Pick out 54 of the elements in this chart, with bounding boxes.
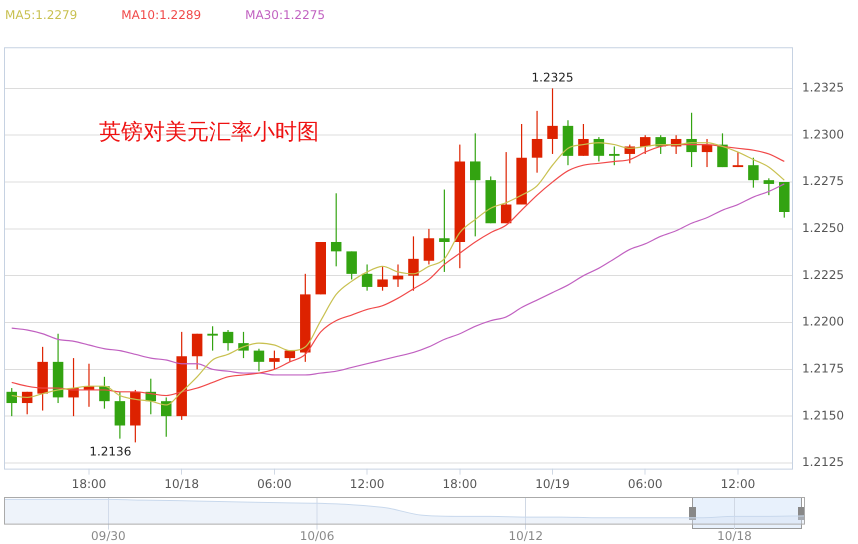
x-tick-label: 12:00	[720, 476, 756, 491]
candlestick	[640, 134, 650, 155]
candlestick	[254, 348, 264, 372]
candlestick	[392, 264, 404, 288]
candlestick	[160, 396, 172, 438]
candlestick	[362, 264, 372, 292]
y-tick-label: 1.2175	[802, 361, 844, 376]
candlestick	[330, 192, 342, 267]
x-tick-label: 09/30	[91, 528, 126, 543]
candlestick	[222, 329, 234, 352]
candlestick	[578, 123, 589, 156]
candlestick	[717, 132, 728, 168]
candlestick	[439, 188, 450, 273]
candlestick	[764, 178, 774, 196]
text: MA5:1.2279	[5, 8, 78, 22]
y-tick-label: 1.2300	[802, 127, 844, 142]
y-tick-label: 1.2225	[802, 268, 844, 282]
x-tick-label: 10/18	[164, 476, 199, 491]
candlestick	[424, 228, 434, 266]
text: MA30:1.2275	[245, 8, 325, 22]
candlestick	[470, 132, 481, 237]
candlestick	[547, 88, 558, 155]
x-tick-label: 10/18	[717, 528, 752, 543]
candlestick	[192, 333, 202, 370]
candlestick	[702, 138, 712, 168]
annotation: 1.2136	[89, 444, 132, 459]
x-tick-label: 18:00	[72, 476, 106, 491]
y-tick-label: 1.2200	[802, 314, 844, 329]
y-tick-label: 1.2125	[802, 455, 844, 470]
x-tick-label: 10/19	[535, 476, 570, 491]
candlestick	[269, 350, 280, 370]
x-tick-label: 06:00	[628, 476, 663, 491]
candlestick	[594, 136, 604, 162]
text: MA10:1.2289	[121, 8, 202, 22]
candlestick	[609, 146, 620, 166]
x-tick-label: 12:00	[350, 476, 384, 491]
x-tick-label: 10/12	[508, 528, 544, 543]
candlestick	[748, 157, 759, 188]
text: 英镑对美元汇率小时图	[99, 120, 319, 145]
y-tick-label: 1.2325	[802, 80, 844, 95]
candlestick	[532, 110, 542, 174]
y-tick-label: 1.2275	[802, 174, 844, 188]
candlestick	[6, 387, 17, 417]
x-tick-label: 06:00	[257, 476, 292, 491]
candlestick	[377, 266, 388, 292]
candlestick	[408, 236, 419, 292]
annotation: 1.2325	[532, 70, 574, 85]
y-tick-label: 1.2250	[802, 220, 844, 235]
candlestick	[346, 250, 357, 280]
x-tick-label: 10/06	[300, 528, 334, 543]
x-tick-label: 18:00	[442, 476, 478, 491]
candlestick	[500, 151, 512, 224]
y-tick-label: 1.2150	[802, 408, 844, 422]
candlestick	[732, 151, 744, 168]
